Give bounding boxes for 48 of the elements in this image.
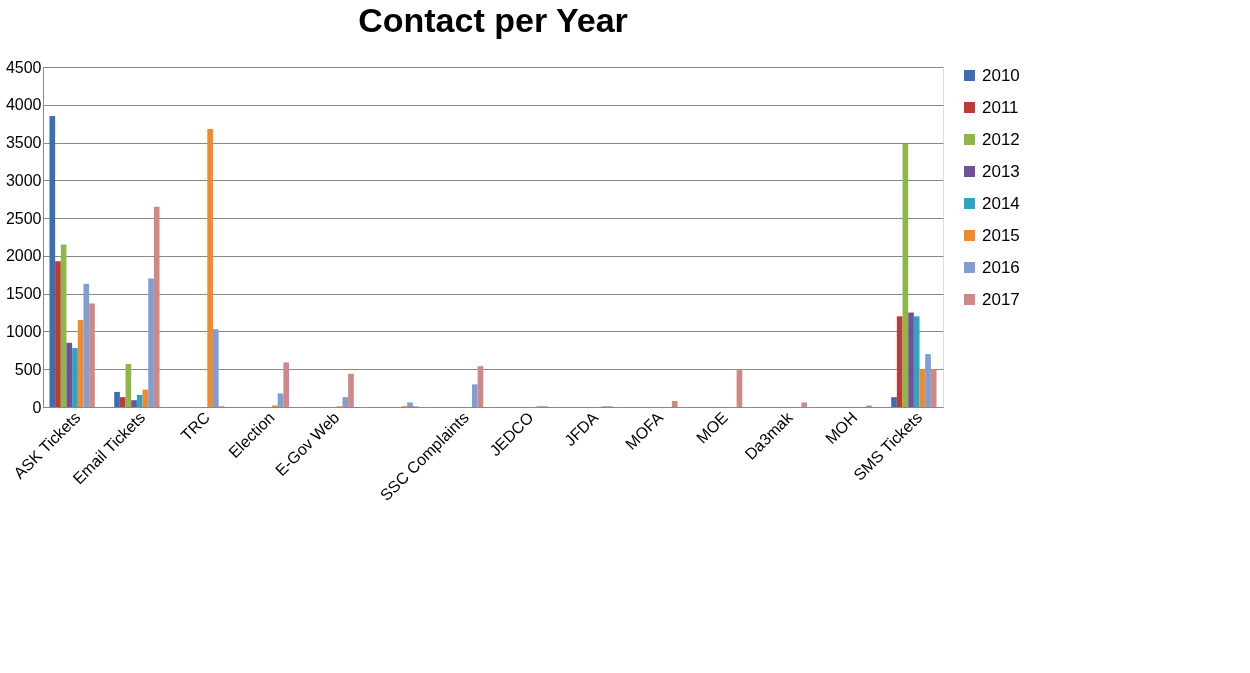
y-tick-label: 4000 [5,96,42,114]
bar [925,354,931,407]
y-tick-label: 2500 [5,209,42,227]
bar [66,342,73,407]
legend-label: 2017 [982,289,1020,309]
bar [930,369,937,407]
bar [891,397,897,407]
bar [277,393,284,407]
bar [342,397,349,407]
y-tick-label: 2000 [5,247,42,265]
x-tick-label: TRC [177,408,213,445]
bar [671,400,678,407]
bar [212,329,219,407]
bar [131,400,137,407]
bar [896,316,903,407]
bar [72,348,78,407]
bar [471,384,478,407]
bar [83,283,90,407]
bar [114,391,120,407]
bar [55,261,61,407]
legend-label: 2016 [982,257,1020,277]
bar [283,362,290,407]
legend-label: 2012 [982,129,1020,149]
y-tick-label: 500 [14,360,42,378]
bar [407,402,413,407]
bar [49,116,56,407]
legend-label: 2011 [982,97,1019,117]
y-tick-label: 1000 [5,322,42,340]
legend-label: 2010 [982,65,1020,85]
bar [801,402,808,407]
legend-label: 2013 [982,161,1020,181]
bar [136,394,143,407]
bar [153,206,160,407]
y-tick-label: 4500 [5,58,42,76]
y-tick-label: 0 [32,398,42,416]
bar [89,303,95,407]
chart-title: Contact per Year [358,1,628,39]
bar [119,397,126,407]
y-tick-label: 1500 [5,285,42,303]
bar [348,373,354,407]
bar [913,316,920,407]
y-tick-label: 3000 [5,171,42,189]
bar [148,278,154,407]
bar [908,312,914,407]
legend-label: 2015 [982,225,1020,245]
bar [207,128,213,407]
legend-label: 2014 [982,193,1020,213]
y-tick-label: 3500 [5,134,42,152]
